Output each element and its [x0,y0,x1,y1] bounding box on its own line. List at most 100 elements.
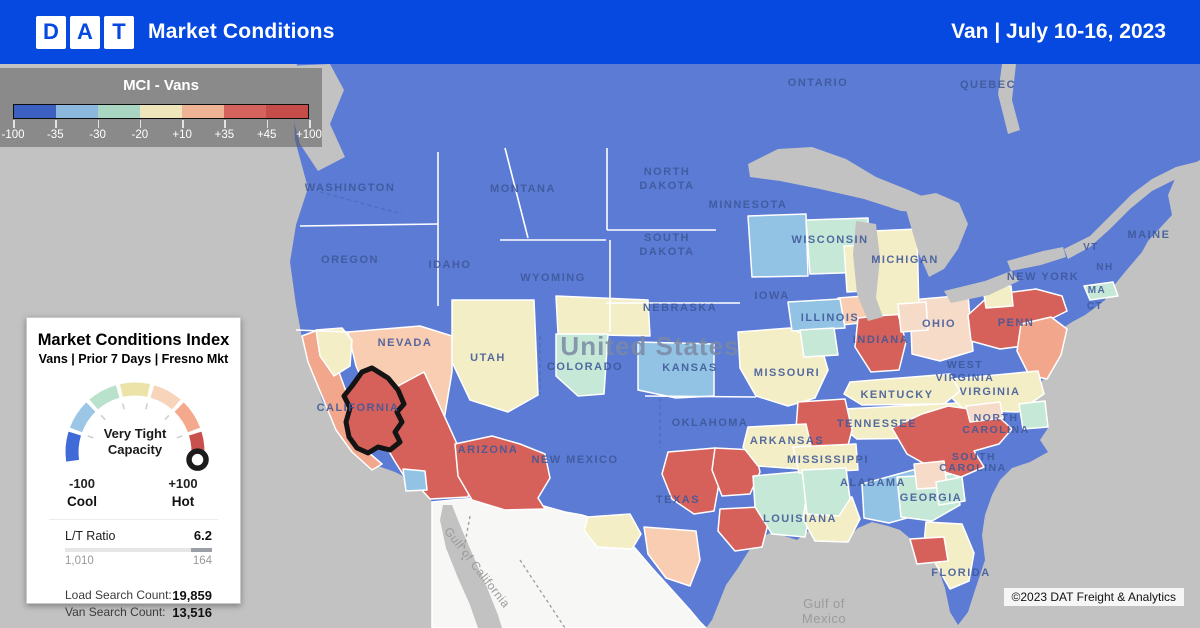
loads-count: 1,010 [65,555,94,567]
map-region-arizona-south[interactable] [454,435,551,511]
map-label: LOUISIANA [763,513,837,525]
gauge-segment-5 [174,402,201,433]
map-label: NEW YORK [1007,271,1079,283]
map-region-north-carolina-north[interactable] [965,401,1004,423]
map-region-detroit[interactable] [897,301,929,333]
map-label: KANSAS [662,362,717,374]
legend-segment-0 [14,105,56,118]
map-label: QUEBEC [960,79,1016,91]
gauge-min-label: Cool [67,494,97,509]
map-region-nj-maryland[interactable] [1016,316,1068,380]
lake-erie [944,271,1019,303]
legend-tick-label: -30 [89,129,106,141]
map-label: MICHIGAN [871,254,939,266]
van-search-count-label: Van Search Count: [65,605,166,619]
lt-ratio-bar [65,548,212,552]
lake-michigan [853,221,883,321]
map-label: VIRGINIA [936,372,995,384]
legend-segment-1 [56,105,98,118]
map-label: Gulf of [803,596,845,611]
gauge-tick [176,435,183,439]
map-label: SOUTH [644,232,690,244]
legend-segment-4 [182,105,224,118]
lt-ratio-value: 6.2 [193,528,212,543]
app-header: D A T Market Conditions Van | July 10-16… [0,0,1200,64]
border-line [461,515,471,561]
map-label: NEW MEXICO [531,454,618,466]
legend-segment-2 [98,105,140,118]
map-label: IDAHO [429,259,472,271]
map-label: Mexico [802,611,846,626]
map-label: NEVADA [378,337,433,349]
load-search-count-label: Load Search Count: [65,588,172,602]
gauge-tick [100,414,106,421]
map-label: WEST [947,359,983,371]
map-label: CAROLINA [962,424,1029,436]
gauge-center-label-2: Capacity [108,442,163,457]
gauge-segment-0 [65,431,82,462]
map-region-mississippi-south[interactable] [801,467,851,517]
border-line [519,559,566,628]
map-label: MA [1088,285,1107,296]
map-label: ILLINOIS [801,312,859,324]
mci-gauge: Very Tight Capacity [27,368,240,474]
map-region-minneapolis[interactable] [747,213,809,278]
dat-logo-letter-t: T [104,15,134,49]
map-region-norfolk[interactable] [1018,400,1049,430]
st-lawrence [1064,161,1200,259]
map-label: CALIFORNIA [317,402,400,414]
map-label: MISSOURI [754,367,820,379]
map-label: MAINE [1128,229,1171,241]
map-label: INDIANA [853,334,909,346]
legend-tick-label: -20 [131,129,149,141]
map-region-new-mexico-south[interactable] [583,513,642,550]
james-bay [998,64,1020,134]
map-label: WASHINGTON [305,182,396,194]
map-region-colorado-west[interactable] [555,333,609,397]
card-subtitle: Vans | Prior 7 Days | Fresno Mkt [38,352,229,366]
map-region-utah[interactable] [451,299,539,413]
map-region-cape-cod[interactable] [1083,281,1119,301]
dat-logo: D A T [36,15,134,49]
search-counts: Load Search Count: 19,859 Van Search Cou… [27,587,240,621]
map-region-illinois-central[interactable] [799,327,839,358]
border-line [644,395,757,398]
map-label: OREGON [321,254,379,266]
map-region-illinois-north[interactable] [787,298,846,332]
map-label: ONTARIO [788,77,848,89]
gauge-segment-4 [150,385,181,410]
map-region-sacramento[interactable] [315,327,353,377]
legend-tick-label: -100 [1,129,25,141]
map-label: VIRGINIA [960,386,1021,398]
map-label: CT [1087,301,1103,312]
map-region-south-carolina-coast[interactable] [935,476,966,506]
border-line [299,223,439,227]
legend-segment-5 [224,105,266,118]
map-label: FLORIDA [931,567,990,579]
gauge-marker[interactable] [186,448,209,471]
legend-tick-label: +100 [296,129,322,141]
mci-legend: MCI - Vans -100 -35 -30 -20 +10 +35 +45 +100 [0,68,322,147]
selected-market-outline[interactable] [341,365,407,456]
map-region-south-texas[interactable] [643,526,701,587]
map-label: MONTANA [490,183,556,195]
map-label: WISCONSIN [791,234,868,246]
legend-segment-3 [140,105,182,118]
gauge-max-value: +100 [168,476,198,491]
legend-tick-label: +35 [214,129,235,141]
map-region-mississippi-north[interactable] [792,443,859,474]
legend-tick-labels: -100 -35 -30 -20 +10 +35 +45 +100 [1,129,321,144]
map-region-colorado-east[interactable] [555,295,651,337]
equipment-period-label: Van | July 10-16, 2023 [951,20,1166,43]
map-label: NORTH [974,412,1019,424]
gauge-min-value: -100 [68,476,96,491]
map-region-los-angeles[interactable] [402,468,428,492]
map-label: MISSISSIPPI [787,454,869,466]
lake-superior [748,147,931,213]
map-label: COLORADO [547,361,623,373]
legend-tick-label: +10 [172,129,192,141]
map-region-tampa[interactable] [909,536,949,565]
map-label: OHIO [922,318,956,330]
